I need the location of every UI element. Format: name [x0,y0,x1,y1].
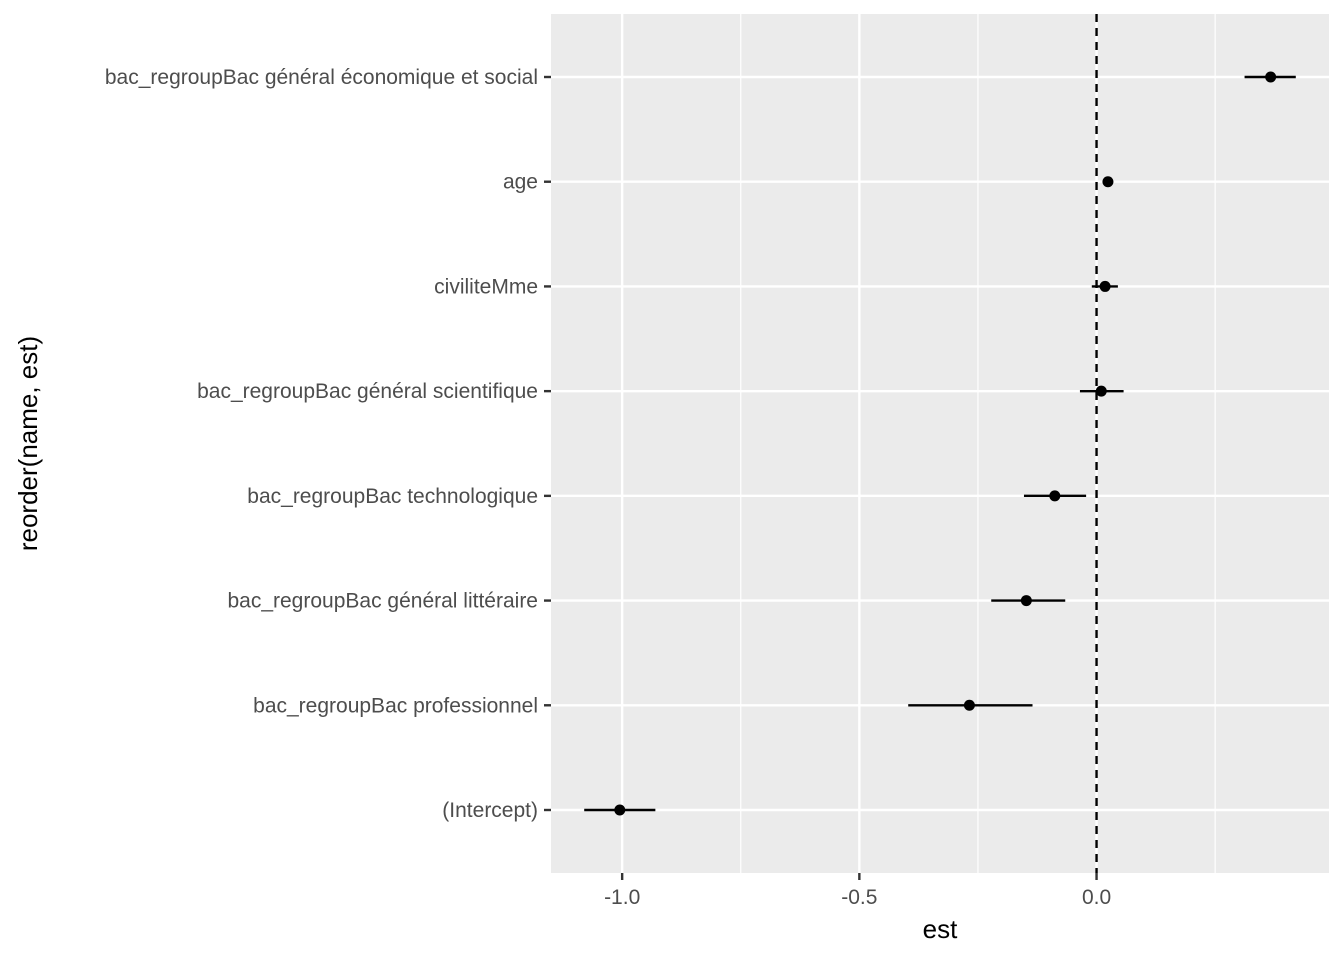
minor-gridlines [740,14,1216,873]
x-tick-label: -1.0 [604,886,640,909]
plot-panel [551,14,1329,873]
x-tick-label: -0.5 [841,886,877,909]
y-tick-label: bac_regroupBac général économique et soc… [105,66,538,89]
y-tick-label: bac_regroupBac technologique [247,485,538,508]
y-axis: bac_regroupBac général économique et soc… [105,66,551,822]
y-axis-title: reorder(name, est) [13,336,43,551]
data-point [963,699,975,711]
y-tick-label: bac_regroupBac général scientifique [197,380,538,403]
data-point [1095,385,1107,397]
data-point [1265,71,1277,83]
x-tick-label: 0.0 [1082,886,1111,909]
data-point [1099,280,1111,292]
y-tick-label: civiliteMme [434,275,538,298]
y-tick-label: (Intercept) [442,799,538,822]
data-points [614,71,1277,816]
data-point [1020,595,1032,607]
y-tick-label: age [503,171,538,194]
data-point [1049,490,1061,502]
y-tick-label: bac_regroupBac professionnel [253,694,538,717]
x-axis: -1.0 -0.5 0.0 [604,873,1111,909]
x-axis-title: est [923,914,958,944]
data-point [1102,176,1114,188]
y-tick-label: bac_regroupBac général littéraire [227,590,538,613]
data-point [614,804,626,816]
